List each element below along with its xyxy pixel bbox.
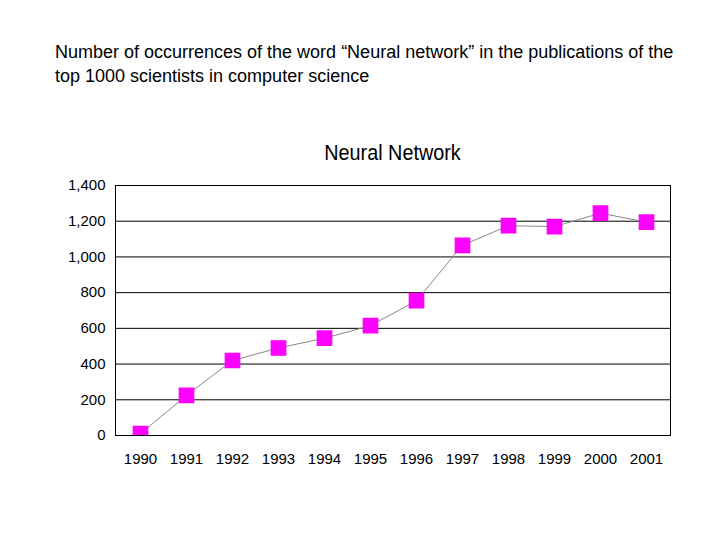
- svg-text:1999: 1999: [538, 450, 571, 467]
- svg-text:1996: 1996: [400, 450, 433, 467]
- svg-text:600: 600: [80, 319, 105, 336]
- html-text:Number of occurrences of the w: Number of occurrences of the word “Neura…: [55, 42, 674, 86]
- svg-text:1991: 1991: [170, 450, 203, 467]
- svg-text:400: 400: [80, 355, 105, 372]
- svg-text:200: 200: [80, 391, 105, 408]
- svg-text:1994: 1994: [308, 450, 341, 467]
- svg-text:1,200: 1,200: [68, 212, 106, 229]
- html-text:Neural Network: Neural Network: [324, 140, 461, 165]
- svg-text:800: 800: [80, 283, 105, 300]
- svg-text:0: 0: [97, 426, 105, 443]
- svg-text:1990: 1990: [124, 450, 157, 467]
- svg-text:1992: 1992: [216, 450, 249, 467]
- svg-text:1,400: 1,400: [68, 176, 106, 193]
- svg-text:1993: 1993: [262, 450, 295, 467]
- svg-text:1998: 1998: [492, 450, 525, 467]
- svg-text:1,000: 1,000: [68, 248, 106, 265]
- svg-text:2000: 2000: [584, 450, 617, 467]
- svg-text:1995: 1995: [354, 450, 387, 467]
- svg-text:1997: 1997: [446, 450, 479, 467]
- svg-text:2001: 2001: [630, 450, 663, 467]
